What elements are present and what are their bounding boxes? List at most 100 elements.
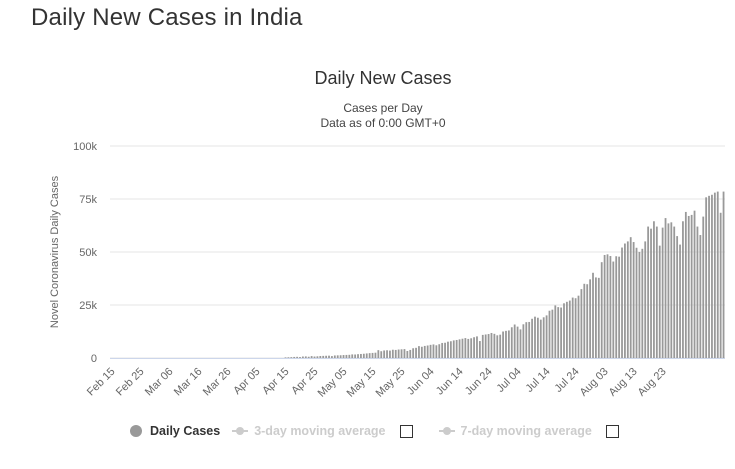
daily-cases-bar[interactable]: [293, 356, 296, 358]
daily-cases-bar[interactable]: [345, 354, 348, 358]
daily-cases-bar[interactable]: [644, 241, 647, 358]
daily-cases-bar[interactable]: [296, 356, 299, 358]
daily-cases-bar[interactable]: [679, 244, 681, 358]
daily-cases-bar[interactable]: [676, 236, 679, 358]
daily-cases-bar[interactable]: [722, 191, 725, 358]
daily-cases-bar[interactable]: [597, 277, 600, 358]
daily-cases-bar[interactable]: [687, 215, 690, 358]
daily-cases-bar[interactable]: [476, 336, 478, 358]
daily-cases-bar[interactable]: [467, 338, 470, 358]
daily-cases-bar[interactable]: [719, 212, 722, 358]
daily-cases-bar[interactable]: [664, 218, 667, 358]
daily-cases-bar[interactable]: [513, 324, 516, 359]
daily-cases-bar[interactable]: [673, 226, 676, 358]
daily-cases-bar[interactable]: [449, 341, 452, 358]
daily-cases-bar[interactable]: [545, 315, 548, 358]
daily-cases-bar[interactable]: [534, 316, 536, 358]
daily-cases-bar[interactable]: [313, 356, 316, 358]
daily-cases-bar[interactable]: [333, 355, 336, 358]
daily-cases-bar[interactable]: [339, 355, 342, 358]
daily-cases-bar[interactable]: [429, 344, 432, 358]
daily-cases-bar[interactable]: [481, 334, 484, 358]
daily-cases-bar[interactable]: [632, 242, 635, 358]
daily-cases-bar[interactable]: [400, 349, 403, 358]
daily-cases-bar[interactable]: [371, 352, 374, 358]
daily-cases-bar[interactable]: [682, 221, 684, 358]
daily-cases-bar[interactable]: [368, 353, 371, 358]
daily-cases-bar[interactable]: [557, 307, 560, 358]
daily-cases-bar[interactable]: [650, 228, 652, 358]
daily-cases-bar[interactable]: [357, 354, 359, 358]
daily-cases-bar[interactable]: [336, 355, 339, 358]
daily-cases-bar[interactable]: [423, 345, 426, 358]
daily-cases-bar[interactable]: [383, 350, 386, 358]
checkbox-3-day-average[interactable]: [399, 424, 413, 438]
daily-cases-bar[interactable]: [647, 226, 650, 358]
daily-cases-bar[interactable]: [522, 324, 525, 358]
daily-cases-bar[interactable]: [667, 223, 670, 358]
checkbox-7-day-average[interactable]: [605, 424, 619, 438]
daily-cases-bar[interactable]: [386, 350, 388, 358]
daily-cases-bar[interactable]: [690, 214, 693, 358]
daily-cases-bar[interactable]: [426, 345, 429, 358]
daily-cases-bar[interactable]: [493, 333, 496, 358]
daily-cases-bar[interactable]: [635, 247, 638, 358]
daily-cases-bar[interactable]: [310, 356, 313, 358]
legend-item-7-day-average[interactable]: 7-day moving average: [438, 424, 633, 438]
daily-cases-bar[interactable]: [563, 303, 565, 358]
daily-cases-bar[interactable]: [618, 256, 621, 358]
daily-cases-bar[interactable]: [470, 338, 473, 358]
daily-cases-bar[interactable]: [319, 355, 322, 358]
daily-cases-bar[interactable]: [568, 300, 571, 358]
daily-cases-bar[interactable]: [316, 356, 319, 358]
daily-cases-bar[interactable]: [548, 310, 551, 358]
daily-cases-bar[interactable]: [510, 327, 513, 358]
daily-cases-bar[interactable]: [380, 351, 383, 358]
daily-cases-bar[interactable]: [499, 334, 502, 358]
daily-cases-bar[interactable]: [435, 345, 438, 358]
daily-cases-bar[interactable]: [461, 338, 464, 358]
daily-cases-bar[interactable]: [478, 341, 481, 358]
daily-cases-bar[interactable]: [307, 356, 310, 358]
legend-item-3-day-average[interactable]: 3-day moving average: [232, 424, 426, 438]
daily-cases-bar[interactable]: [432, 344, 435, 358]
legend-item-daily-cases[interactable]: Daily Cases: [130, 424, 220, 438]
daily-cases-bar[interactable]: [580, 289, 583, 358]
daily-cases-bar[interactable]: [525, 322, 528, 358]
daily-cases-bar[interactable]: [505, 330, 507, 358]
daily-cases-bar[interactable]: [473, 337, 475, 358]
daily-cases-bar[interactable]: [516, 326, 519, 358]
daily-cases-bar[interactable]: [592, 272, 594, 358]
daily-cases-bar[interactable]: [624, 243, 626, 358]
daily-cases-bar[interactable]: [490, 332, 493, 358]
daily-cases-bar[interactable]: [354, 354, 357, 359]
daily-cases-bar[interactable]: [528, 321, 531, 358]
daily-cases-bar[interactable]: [615, 256, 618, 358]
daily-cases-bar[interactable]: [391, 349, 394, 358]
daily-cases-bar[interactable]: [566, 301, 568, 358]
daily-cases-bar[interactable]: [444, 342, 446, 358]
daily-cases-bar[interactable]: [626, 241, 629, 358]
daily-cases-bar[interactable]: [496, 335, 499, 358]
daily-cases-bar[interactable]: [542, 317, 545, 358]
daily-cases-bar[interactable]: [464, 338, 467, 358]
daily-cases-bar[interactable]: [394, 349, 397, 358]
daily-cases-bar[interactable]: [403, 349, 406, 358]
daily-cases-bar[interactable]: [441, 342, 444, 358]
daily-cases-bar[interactable]: [519, 329, 522, 358]
daily-cases-bar[interactable]: [702, 216, 705, 358]
daily-cases-bar[interactable]: [487, 334, 490, 358]
daily-cases-bar[interactable]: [409, 349, 412, 358]
daily-cases-bar[interactable]: [571, 297, 574, 358]
daily-cases-bar[interactable]: [684, 211, 687, 358]
daily-cases-bar[interactable]: [377, 350, 380, 358]
daily-cases-bar[interactable]: [328, 355, 330, 358]
daily-cases-bar[interactable]: [554, 305, 557, 358]
daily-cases-bar[interactable]: [389, 350, 391, 358]
daily-cases-bar[interactable]: [603, 254, 606, 358]
daily-cases-bar[interactable]: [612, 261, 615, 358]
daily-cases-bar[interactable]: [551, 309, 554, 358]
daily-cases-bar[interactable]: [374, 352, 377, 358]
daily-cases-bar[interactable]: [536, 317, 539, 358]
daily-cases-bar[interactable]: [397, 349, 400, 358]
